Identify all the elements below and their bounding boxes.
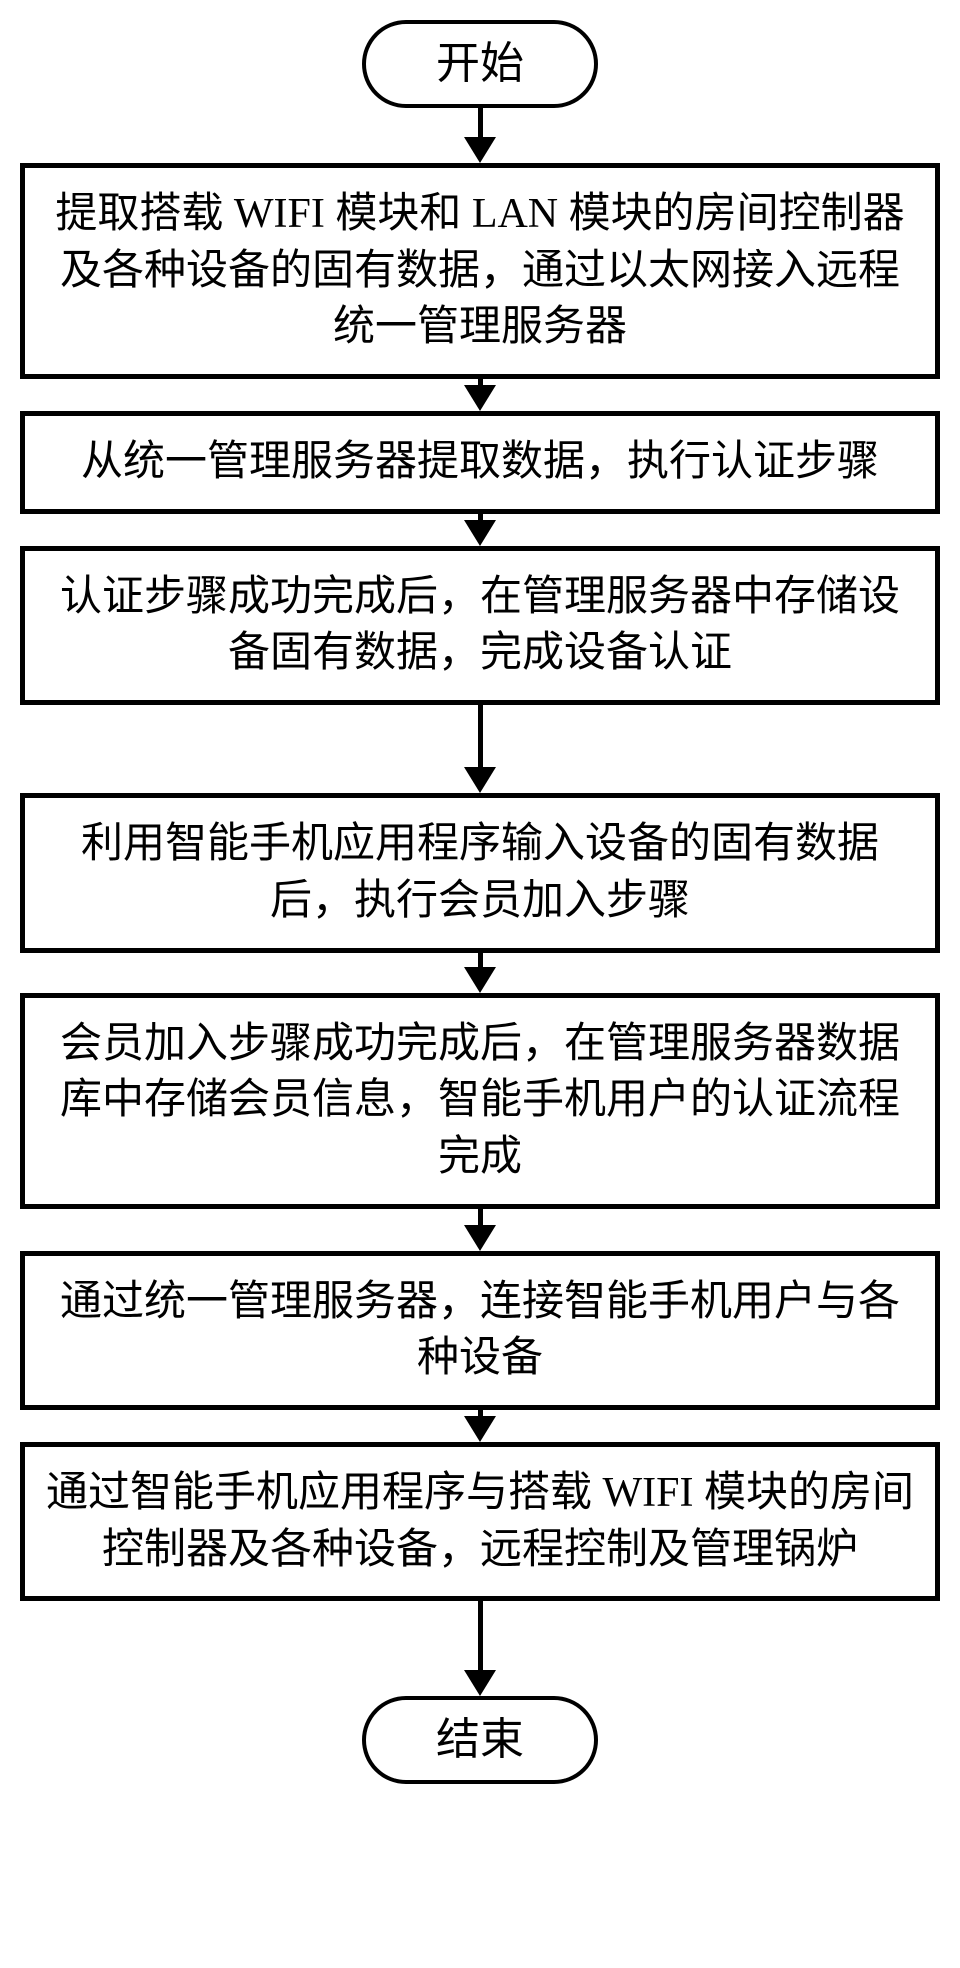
process-step-6-text: 通过统一管理服务器，连接智能手机用户与各种设备	[45, 1274, 915, 1387]
arrow-7	[464, 1601, 496, 1696]
arrow-2	[464, 514, 496, 546]
flowchart-container: 开始 提取搭载 WIFI 模块和 LAN 模块的房间控制器及各种设备的固有数据，…	[10, 20, 950, 1784]
process-step-4: 利用智能手机应用程序输入设备的固有数据后，执行会员加入步骤	[20, 793, 940, 952]
arrow-head-icon	[464, 385, 496, 411]
arrow-6	[464, 1410, 496, 1442]
arrow-head-icon	[464, 1416, 496, 1442]
terminal-end: 结束	[362, 1696, 598, 1784]
process-step-1: 提取搭载 WIFI 模块和 LAN 模块的房间控制器及各种设备的固有数据，通过以…	[20, 163, 940, 379]
arrow-head-icon	[464, 967, 496, 993]
process-step-5: 会员加入步骤成功完成后，在管理服务器数据库中存储会员信息，智能手机用户的认证流程…	[20, 993, 940, 1209]
arrow-line	[478, 1209, 483, 1225]
terminal-start-text: 开始	[436, 39, 524, 88]
arrow-head-icon	[464, 1670, 496, 1696]
arrow-head-icon	[464, 767, 496, 793]
arrow-0	[464, 108, 496, 163]
process-step-2: 从统一管理服务器提取数据，执行认证步骤	[20, 411, 940, 514]
arrow-line	[478, 1601, 483, 1670]
process-step-2-text: 从统一管理服务器提取数据，执行认证步骤	[81, 434, 879, 491]
arrow-5	[464, 1209, 496, 1251]
process-step-7: 通过智能手机应用程序与搭载 WIFI 模块的房间控制器及各种设备，远程控制及管理…	[20, 1442, 940, 1601]
process-step-3: 认证步骤成功完成后，在管理服务器中存储设备固有数据，完成设备认证	[20, 546, 940, 705]
terminal-start: 开始	[362, 20, 598, 108]
terminal-end-text: 结束	[436, 1715, 524, 1764]
process-step-5-text: 会员加入步骤成功完成后，在管理服务器数据库中存储会员信息，智能手机用户的认证流程…	[45, 1016, 915, 1186]
process-step-7-text: 通过智能手机应用程序与搭载 WIFI 模块的房间控制器及各种设备，远程控制及管理…	[45, 1465, 915, 1578]
arrow-4	[464, 953, 496, 993]
process-step-3-text: 认证步骤成功完成后，在管理服务器中存储设备固有数据，完成设备认证	[45, 569, 915, 682]
arrow-line	[478, 705, 483, 767]
arrow-head-icon	[464, 137, 496, 163]
process-step-6: 通过统一管理服务器，连接智能手机用户与各种设备	[20, 1251, 940, 1410]
arrow-1	[464, 379, 496, 411]
arrow-line	[478, 953, 483, 967]
arrow-head-icon	[464, 520, 496, 546]
arrow-line	[478, 108, 483, 137]
arrow-3	[464, 705, 496, 793]
process-step-4-text: 利用智能手机应用程序输入设备的固有数据后，执行会员加入步骤	[45, 816, 915, 929]
process-step-1-text: 提取搭载 WIFI 模块和 LAN 模块的房间控制器及各种设备的固有数据，通过以…	[45, 186, 915, 356]
arrow-head-icon	[464, 1225, 496, 1251]
